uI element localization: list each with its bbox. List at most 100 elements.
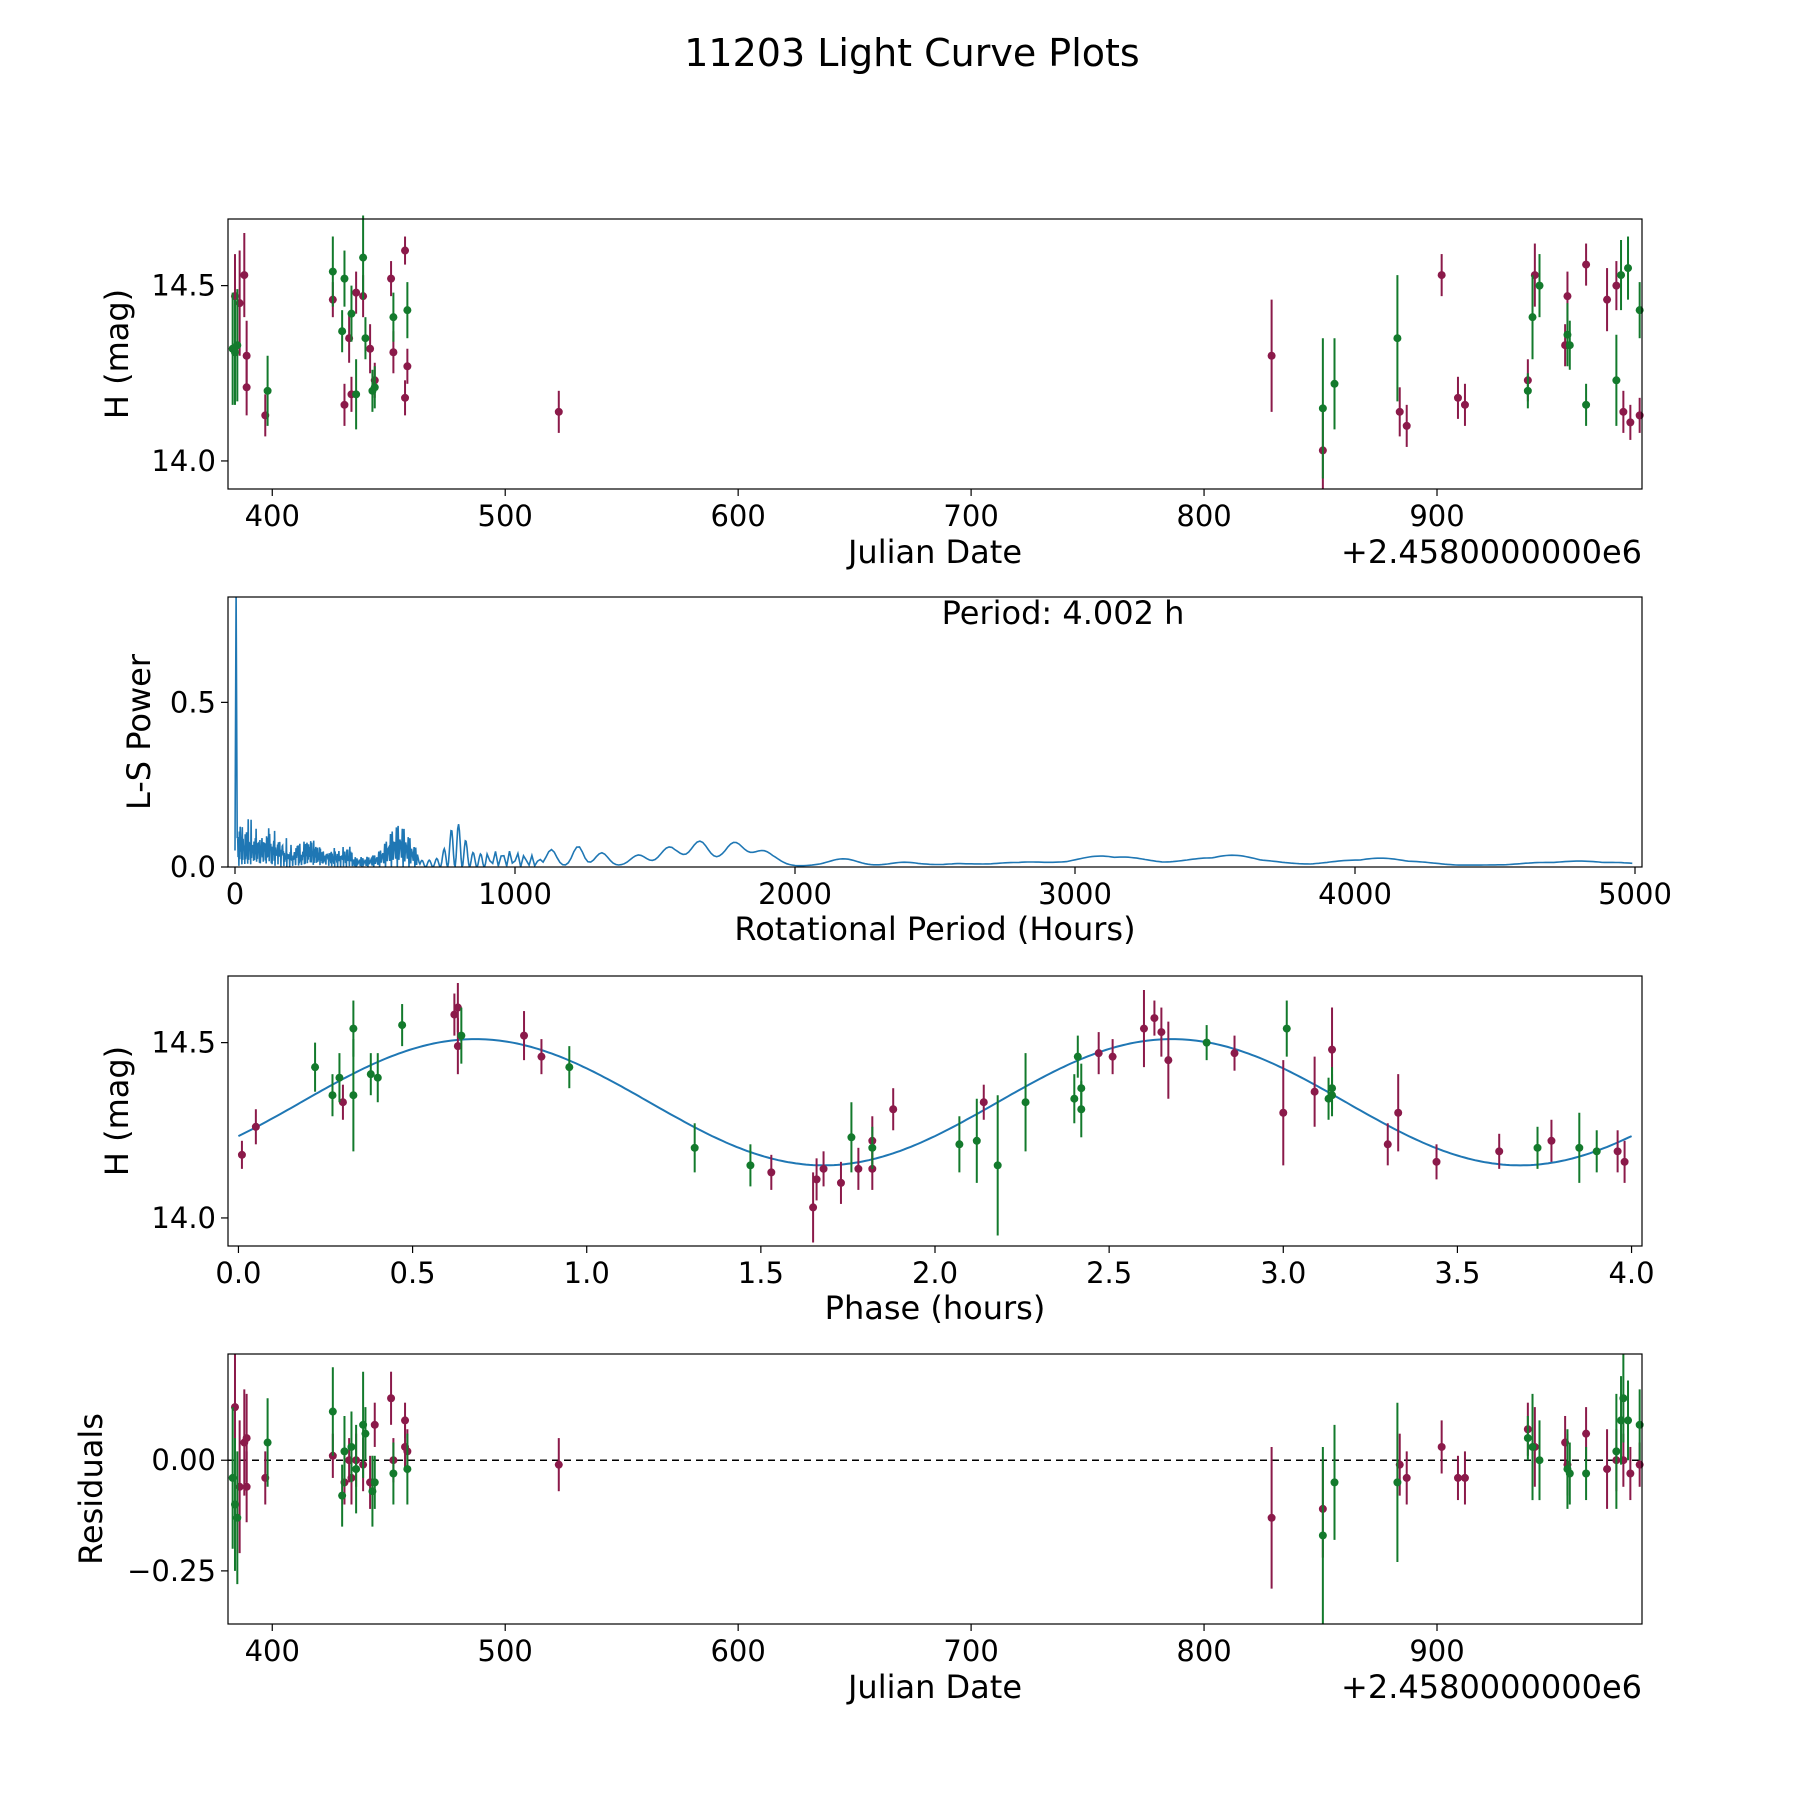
- lightcurve-offset-text: +2.4580000000e6: [1341, 533, 1642, 571]
- lightcurve-marks: [228, 215, 1644, 489]
- data-point: [403, 362, 412, 371]
- data-point: [366, 1070, 375, 1079]
- data-point: [370, 1478, 379, 1487]
- residuals-xlabel: Julian Date: [846, 1668, 1022, 1706]
- data-point: [1279, 1108, 1288, 1117]
- data-point: [453, 1003, 462, 1012]
- data-point: [1139, 1024, 1148, 1033]
- data-point: [340, 274, 349, 283]
- data-point: [1612, 1447, 1621, 1456]
- data-point: [1437, 1442, 1446, 1451]
- x-tick-label: 1.0: [564, 1256, 610, 1290]
- data-point: [347, 309, 356, 318]
- data-point: [1202, 1038, 1211, 1047]
- data-point: [1077, 1084, 1086, 1093]
- data-point: [1592, 1147, 1601, 1156]
- x-tick-label: 0: [226, 877, 244, 911]
- x-tick-label: 2.5: [1086, 1256, 1132, 1290]
- data-point: [746, 1161, 755, 1170]
- data-point: [520, 1031, 529, 1040]
- data-point: [809, 1203, 818, 1212]
- data-point: [328, 1407, 337, 1416]
- data-point: [1310, 1087, 1319, 1096]
- periodogram-panel: 0 1000 2000 3000 4000 5000 0.0 0.5 Rotational P…: [120, 594, 1672, 948]
- data-point: [1330, 1478, 1339, 1487]
- data-point: [1073, 1052, 1082, 1061]
- data-point: [972, 1136, 981, 1145]
- y-tick-label: −0.25: [127, 1554, 216, 1588]
- data-point: [335, 1073, 344, 1082]
- data-point: [1432, 1157, 1441, 1166]
- data-point: [251, 1122, 260, 1131]
- lightcurve-xlabel: Julian Date: [846, 533, 1022, 571]
- data-point: [1624, 264, 1633, 273]
- x-tick-label: 1000: [478, 877, 552, 911]
- data-point: [311, 1063, 320, 1072]
- x-tick-label: 900: [1409, 1634, 1464, 1668]
- data-point: [1402, 1473, 1411, 1482]
- x-tick-label: 600: [710, 1634, 765, 1668]
- y-tick-label: 0.0: [170, 850, 216, 884]
- data-point: [1565, 341, 1574, 350]
- data-point: [1620, 1157, 1629, 1166]
- data-point: [403, 306, 412, 315]
- x-tick-label: 3.5: [1434, 1256, 1480, 1290]
- data-point: [1267, 351, 1276, 360]
- x-tick-label: 400: [245, 1634, 300, 1668]
- data-point: [340, 1447, 349, 1456]
- data-point: [1626, 418, 1635, 427]
- phased-marks: [237, 983, 1633, 1243]
- data-point: [1318, 1531, 1327, 1540]
- data-point: [389, 1469, 398, 1478]
- data-point: [1582, 400, 1591, 409]
- lightcurve-panel: 400 500 600 700 800 900 14.0 14.5 Julian Date H…: [98, 215, 1644, 571]
- data-point: [1402, 421, 1411, 430]
- data-point: [767, 1168, 776, 1177]
- data-point: [1617, 271, 1626, 280]
- data-point: [1613, 1147, 1622, 1156]
- data-point: [1021, 1098, 1030, 1107]
- data-point: [1395, 407, 1404, 416]
- data-point: [457, 1031, 466, 1040]
- y-tick-label: 14.5: [151, 1026, 216, 1060]
- data-point: [338, 1491, 347, 1500]
- data-point: [1453, 393, 1462, 402]
- data-point: [1318, 404, 1327, 413]
- data-point: [1603, 1465, 1612, 1474]
- x-tick-label: 500: [478, 1634, 533, 1668]
- y-tick-label: 14.5: [151, 269, 216, 303]
- data-point: [836, 1178, 845, 1187]
- data-point: [242, 1434, 251, 1443]
- data-point: [349, 1091, 358, 1100]
- data-point: [233, 1513, 242, 1522]
- data-point: [1563, 292, 1572, 301]
- data-point: [1453, 1473, 1462, 1482]
- data-point: [1603, 295, 1612, 304]
- data-point: [1612, 281, 1621, 290]
- x-tick-label: 5000: [1598, 877, 1672, 911]
- data-point: [1330, 379, 1339, 388]
- data-point: [1533, 1143, 1542, 1152]
- data-point: [387, 274, 396, 283]
- data-point: [1150, 1014, 1159, 1023]
- figure-title: 11203 Light Curve Plots: [684, 31, 1139, 75]
- data-point: [359, 253, 368, 262]
- data-point: [1624, 1416, 1633, 1425]
- data-point: [1394, 1108, 1403, 1117]
- data-point: [240, 271, 249, 280]
- power-spectrum-line: [234, 597, 1633, 867]
- data-point: [554, 407, 563, 416]
- data-point: [1437, 271, 1446, 280]
- data-point: [1619, 407, 1628, 416]
- data-point: [1523, 386, 1532, 395]
- data-point: [263, 386, 272, 395]
- data-point: [1575, 1143, 1584, 1152]
- x-tick-label: 4.0: [1608, 1256, 1654, 1290]
- data-point: [370, 383, 379, 392]
- data-point: [537, 1052, 546, 1061]
- x-tick-label: 700: [943, 1634, 998, 1668]
- phased-frame: [227, 975, 1643, 1247]
- data-point: [1582, 1469, 1591, 1478]
- x-tick-label: 2.0: [912, 1256, 958, 1290]
